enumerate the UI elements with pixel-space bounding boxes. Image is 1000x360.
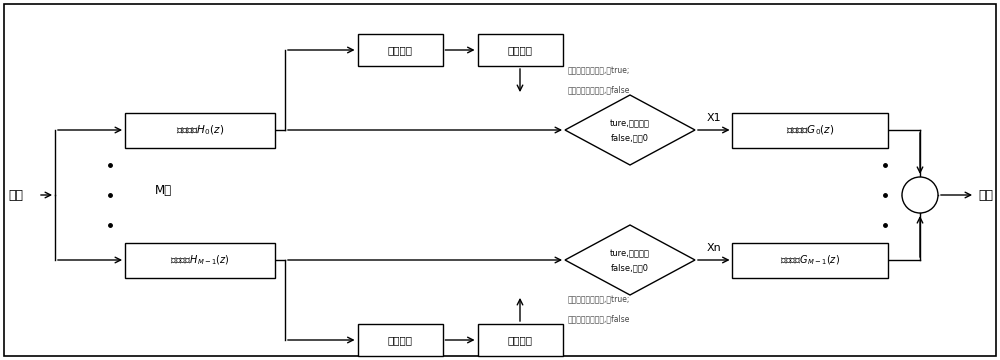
- Circle shape: [902, 177, 938, 213]
- Text: 数字滤波$H_0(z)$: 数字滤波$H_0(z)$: [176, 123, 224, 137]
- FancyBboxPatch shape: [125, 243, 275, 278]
- Text: 输入: 输入: [8, 189, 23, 202]
- Polygon shape: [565, 225, 695, 295]
- FancyBboxPatch shape: [732, 112, 888, 148]
- Text: ture,直接输出: ture,直接输出: [610, 120, 650, 129]
- FancyBboxPatch shape: [478, 324, 562, 356]
- Text: 重构滤波$G_{M-1}(z)$: 重构滤波$G_{M-1}(z)$: [780, 253, 840, 267]
- Text: 判决单元: 判决单元: [508, 335, 532, 345]
- FancyBboxPatch shape: [125, 112, 275, 148]
- Text: 小于噪声关闭门限,为false: 小于噪声关闭门限,为false: [568, 85, 630, 94]
- FancyBboxPatch shape: [358, 34, 442, 66]
- Text: 重构滤波$G_0(z)$: 重构滤波$G_0(z)$: [786, 123, 834, 137]
- Text: 判决单元: 判决单元: [508, 45, 532, 55]
- Polygon shape: [565, 95, 695, 165]
- Text: 输出: 输出: [978, 189, 993, 202]
- Text: false,输入0: false,输入0: [611, 264, 649, 273]
- Text: Xn: Xn: [706, 243, 721, 253]
- Text: 大于噪声开启门限,为true;: 大于噪声开启门限,为true;: [568, 67, 630, 76]
- Text: 小于噪声关闭门限,为false: 小于噪声关闭门限,为false: [568, 315, 630, 324]
- Text: false,输入0: false,输入0: [611, 134, 649, 143]
- Text: X1: X1: [706, 113, 721, 123]
- Text: ture,直接输出: ture,直接输出: [610, 249, 650, 258]
- Text: 数字滤波$H_{M-1}(z)$: 数字滤波$H_{M-1}(z)$: [170, 253, 230, 267]
- FancyBboxPatch shape: [478, 34, 562, 66]
- FancyBboxPatch shape: [358, 324, 442, 356]
- Text: 大于噪声开启门限,为true;: 大于噪声开启门限,为true;: [568, 296, 630, 305]
- Text: 功率检测: 功率检测: [388, 335, 413, 345]
- FancyBboxPatch shape: [732, 243, 888, 278]
- Text: M个: M个: [155, 184, 172, 197]
- Text: 功率检测: 功率检测: [388, 45, 413, 55]
